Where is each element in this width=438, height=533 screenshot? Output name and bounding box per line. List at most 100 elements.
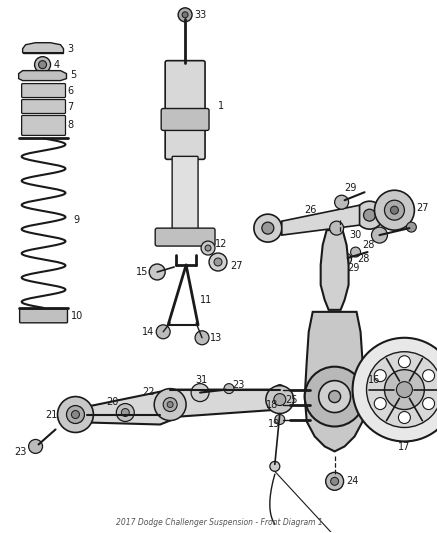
Text: 28: 28 — [357, 254, 370, 264]
Circle shape — [328, 391, 341, 402]
Circle shape — [385, 200, 404, 220]
Circle shape — [275, 415, 285, 424]
Text: 31: 31 — [195, 375, 207, 385]
Circle shape — [331, 478, 339, 486]
Circle shape — [270, 462, 280, 471]
Text: 24: 24 — [346, 477, 359, 486]
Circle shape — [224, 384, 234, 393]
Text: 28: 28 — [362, 240, 374, 250]
FancyBboxPatch shape — [20, 309, 67, 323]
Text: 9: 9 — [74, 215, 80, 225]
Text: 6: 6 — [67, 86, 74, 95]
Polygon shape — [321, 230, 349, 310]
Text: 23: 23 — [232, 379, 244, 390]
Circle shape — [319, 381, 350, 413]
Circle shape — [335, 195, 349, 209]
Text: 27: 27 — [230, 261, 243, 271]
Text: 14: 14 — [142, 327, 154, 337]
Text: 19: 19 — [268, 419, 280, 430]
Text: 25: 25 — [285, 394, 297, 405]
Circle shape — [117, 403, 134, 422]
Text: 30: 30 — [350, 230, 362, 240]
Text: 11: 11 — [200, 295, 212, 305]
Circle shape — [423, 398, 434, 409]
Circle shape — [406, 222, 417, 232]
Circle shape — [182, 12, 188, 18]
Circle shape — [371, 227, 388, 243]
Text: 1: 1 — [218, 101, 224, 110]
Text: 27: 27 — [417, 203, 429, 213]
Circle shape — [356, 201, 384, 229]
Circle shape — [214, 258, 222, 266]
FancyBboxPatch shape — [21, 100, 66, 114]
Circle shape — [201, 241, 215, 255]
Text: 26: 26 — [305, 205, 317, 215]
FancyBboxPatch shape — [165, 61, 205, 159]
Circle shape — [156, 325, 170, 339]
Circle shape — [399, 356, 410, 368]
Circle shape — [275, 385, 285, 394]
Circle shape — [374, 398, 386, 409]
Polygon shape — [88, 390, 280, 424]
Circle shape — [423, 370, 434, 382]
Polygon shape — [19, 71, 67, 80]
Circle shape — [367, 352, 438, 427]
FancyBboxPatch shape — [21, 116, 66, 135]
Text: 21: 21 — [45, 409, 57, 419]
Text: 22: 22 — [143, 386, 155, 397]
Circle shape — [353, 338, 438, 441]
Text: 7: 7 — [67, 101, 74, 111]
Circle shape — [167, 401, 173, 408]
Text: 12: 12 — [215, 239, 227, 249]
Circle shape — [154, 389, 186, 421]
Circle shape — [266, 385, 294, 414]
Circle shape — [330, 221, 343, 235]
Circle shape — [209, 253, 227, 271]
Circle shape — [275, 400, 285, 409]
Circle shape — [163, 398, 177, 411]
Text: 4: 4 — [53, 60, 60, 70]
Circle shape — [374, 370, 386, 382]
Polygon shape — [282, 205, 360, 235]
Circle shape — [149, 264, 165, 280]
Text: 29: 29 — [348, 263, 360, 273]
Text: 13: 13 — [210, 333, 222, 343]
Text: 20: 20 — [106, 397, 118, 407]
Polygon shape — [23, 43, 64, 53]
Circle shape — [399, 411, 410, 424]
Circle shape — [191, 384, 209, 401]
Circle shape — [71, 410, 79, 418]
Text: 2017 Dodge Challenger Suspension - Front Diagram 1: 2017 Dodge Challenger Suspension - Front… — [116, 518, 322, 527]
Circle shape — [339, 253, 352, 265]
Circle shape — [274, 393, 286, 406]
Text: 23: 23 — [14, 447, 27, 457]
Text: 29: 29 — [345, 183, 357, 193]
Circle shape — [326, 472, 343, 490]
Circle shape — [262, 222, 274, 234]
Text: 16: 16 — [367, 375, 380, 385]
Circle shape — [178, 8, 192, 22]
Circle shape — [305, 367, 364, 426]
Circle shape — [57, 397, 93, 432]
Circle shape — [67, 406, 85, 424]
Circle shape — [28, 439, 42, 454]
Polygon shape — [305, 312, 364, 451]
FancyBboxPatch shape — [161, 109, 209, 131]
Circle shape — [390, 206, 399, 214]
Circle shape — [374, 190, 414, 230]
Circle shape — [254, 214, 282, 242]
Text: 17: 17 — [398, 442, 410, 453]
Circle shape — [385, 370, 424, 409]
FancyBboxPatch shape — [21, 84, 66, 98]
Text: 15: 15 — [136, 267, 148, 277]
Circle shape — [39, 61, 46, 69]
Circle shape — [396, 382, 413, 398]
Circle shape — [35, 56, 50, 72]
Text: 10: 10 — [71, 311, 83, 321]
FancyBboxPatch shape — [172, 156, 198, 233]
Circle shape — [350, 247, 360, 257]
Text: 5: 5 — [71, 70, 77, 79]
Circle shape — [364, 209, 375, 221]
Text: 18: 18 — [265, 400, 278, 409]
Text: 8: 8 — [67, 120, 74, 131]
